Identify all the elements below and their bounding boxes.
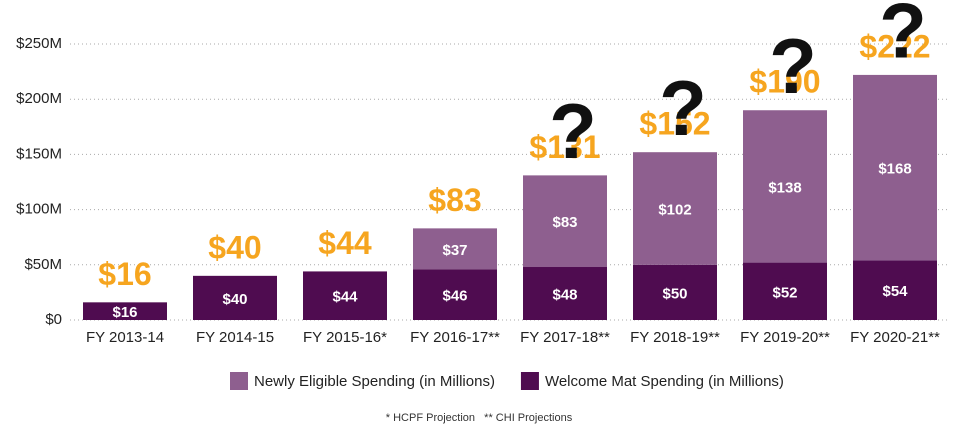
question-mark: ? (879, 0, 927, 75)
total-label: $190 (749, 64, 820, 100)
y-tick-label: $100M (16, 201, 62, 218)
bar-segment (523, 267, 607, 320)
data-label: $16 (112, 304, 137, 321)
y-tick-label: $150M (16, 145, 62, 162)
bar-segment (853, 74, 937, 261)
bar-segment (743, 110, 827, 263)
data-label: $48 (552, 286, 577, 303)
bar-segment (853, 260, 937, 320)
data-label: $168 (878, 161, 911, 178)
data-label: $52 (772, 284, 797, 301)
total-label: $44 (318, 225, 372, 261)
x-tick-label: FY 2020-21** (850, 329, 940, 346)
data-label: $44 (332, 289, 358, 306)
legend-swatch (520, 372, 539, 390)
total-label: $131 (529, 129, 600, 165)
question-mark: ? (659, 64, 707, 152)
data-label: $102 (658, 201, 691, 218)
bar-segment (743, 262, 827, 320)
legend-label: Newly Eligible Spending (in Millions) (254, 373, 495, 390)
bar-segment (193, 275, 277, 320)
bar-segment (633, 264, 717, 320)
x-tick-label: FY 2016-17** (410, 329, 500, 346)
x-tick-label: FY 2019-20** (740, 329, 830, 346)
data-label: $138 (768, 179, 801, 196)
total-label: $40 (208, 229, 261, 265)
total-label: $222 (859, 28, 930, 64)
bar-segment (523, 175, 607, 268)
data-label: $54 (882, 283, 908, 300)
footnote: * HCPF Projection ** CHI Projections (386, 412, 573, 424)
y-tick-label: $0 (45, 311, 62, 328)
bar-segment (413, 269, 497, 320)
x-tick-label: FY 2017-18** (520, 329, 610, 346)
data-label: $50 (662, 285, 687, 302)
y-tick-label: $250M (16, 35, 62, 52)
legend-label: Welcome Mat Spending (in Millions) (545, 373, 784, 390)
total-label: $83 (428, 182, 481, 218)
question-mark: ? (549, 87, 597, 175)
data-label: $46 (442, 288, 467, 305)
x-tick-label: FY 2018-19** (630, 329, 720, 346)
bar-segment (83, 302, 167, 320)
x-tick-label: FY 2015-16* (303, 329, 387, 346)
data-label: $37 (442, 242, 467, 259)
x-tick-label: FY 2013-14 (86, 329, 164, 346)
total-label: $152 (639, 106, 710, 142)
data-label: $83 (552, 214, 577, 231)
question-mark: ? (769, 22, 817, 110)
legend-swatch (230, 372, 248, 390)
total-label: $16 (98, 256, 151, 292)
y-tick-label: $50M (24, 256, 62, 273)
x-tick-label: FY 2014-15 (196, 329, 274, 346)
bar-segment (413, 228, 497, 270)
bar-segment (633, 152, 717, 265)
bar-segment (303, 271, 387, 320)
data-label: $40 (222, 291, 247, 308)
y-tick-label: $200M (16, 90, 62, 107)
